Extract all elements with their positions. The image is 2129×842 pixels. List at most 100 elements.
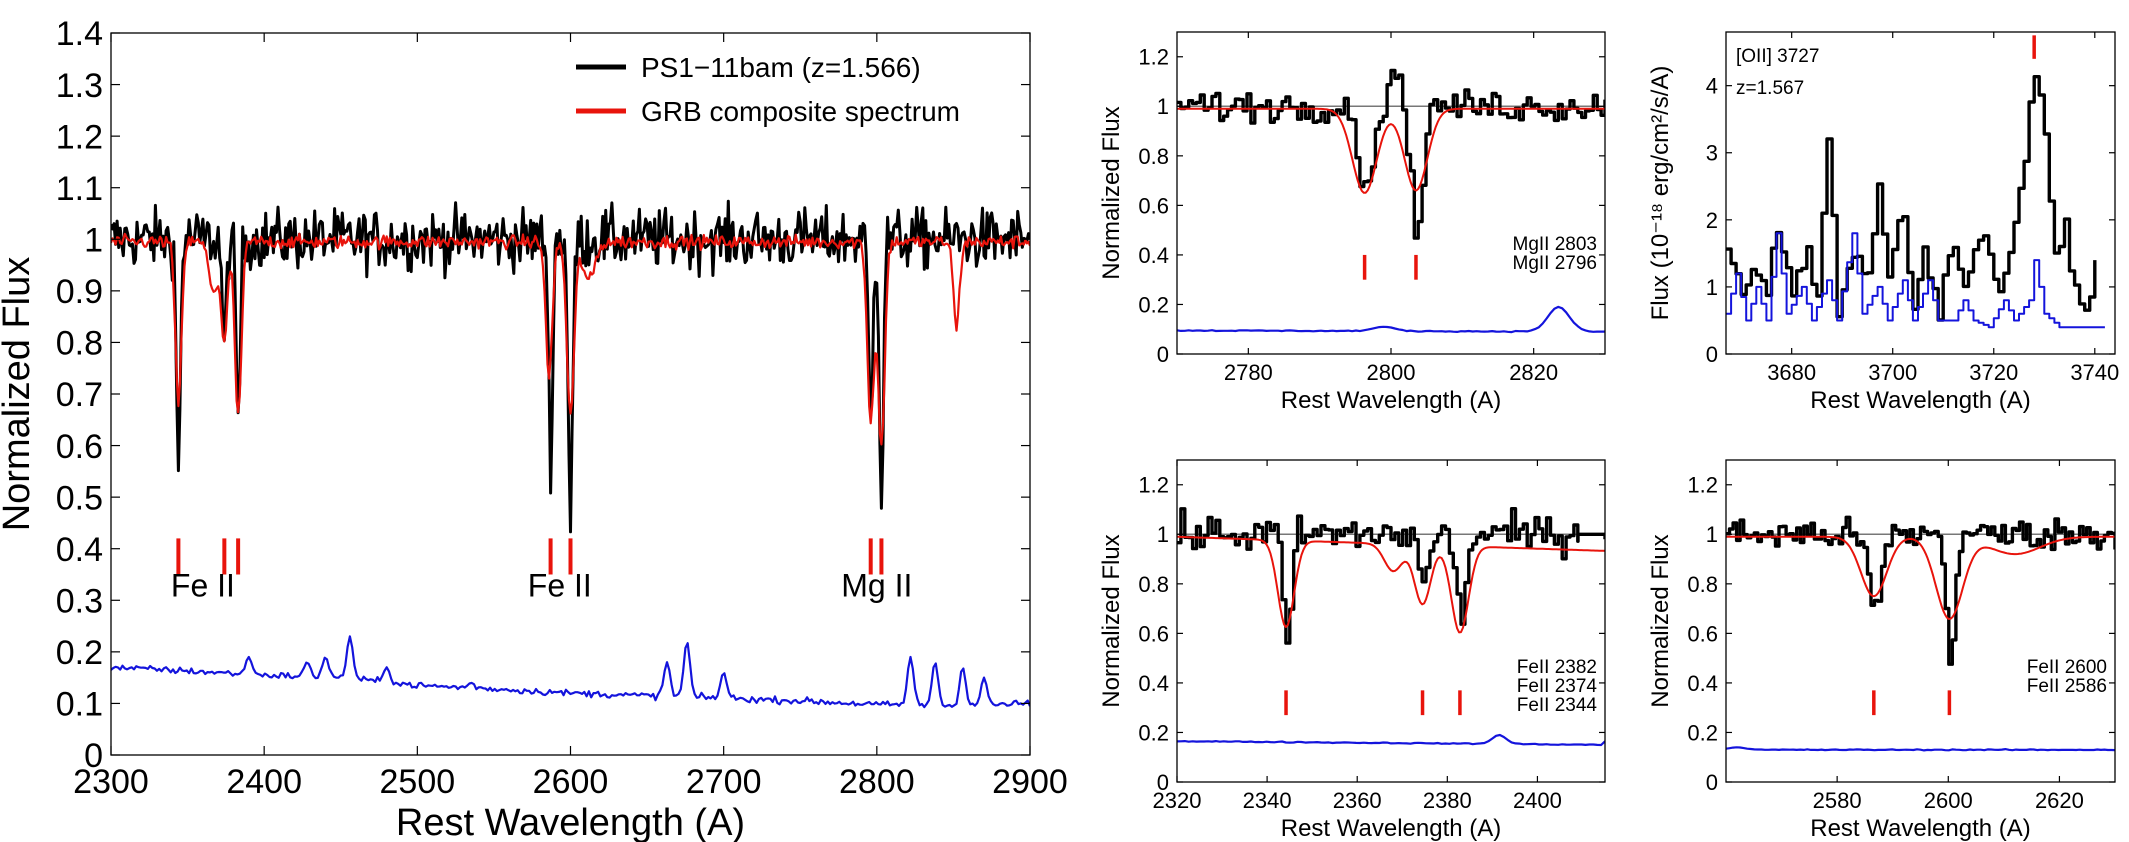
x-tick-label: 2800 xyxy=(1367,360,1416,385)
axes-frame xyxy=(1725,459,2116,783)
y-tick-label: 0.2 xyxy=(1138,720,1169,745)
x-tick-label: 3720 xyxy=(1969,360,2018,385)
y-tick-label: 0 xyxy=(84,737,103,775)
panel-line-label: FeII 2382 xyxy=(1517,657,1597,678)
series-line-1 xyxy=(1177,535,1605,634)
y-tick-label: 0.6 xyxy=(1138,193,1169,218)
y-tick-label: 0.4 xyxy=(1138,243,1169,268)
mgii-panel: 2780 2800 2820 0 0.2 0.4 0.6 0.8 1 1.2 Rest Wavele… xyxy=(1098,31,1606,414)
x-axis-label: Rest Wavelength (A) xyxy=(1281,815,1502,842)
x-tick-label: 2340 xyxy=(1243,788,1292,813)
y-axis-label: Flux (10⁻¹⁸ erg/cm²/s/A) xyxy=(1647,66,1674,321)
x-tick-label: 2620 xyxy=(2035,788,2084,813)
x-tick-label: 2580 xyxy=(1813,788,1862,813)
x-tick-label: 2400 xyxy=(226,763,302,801)
y-tick-label: 0.6 xyxy=(1687,621,1718,646)
feii-2344-panel: 2320 2340 2360 2380 2400 0 0.2 0.4 0.6 0.8 1 1.2 Res… xyxy=(1098,459,1606,842)
x-tick-label: 2700 xyxy=(686,763,762,801)
y-tick-label: 0.4 xyxy=(1138,671,1169,696)
x-tick-label: 2800 xyxy=(839,763,915,801)
panel-line-label: [OII] 3727 xyxy=(1736,46,1819,67)
y-axis-label: Normalized Flux xyxy=(1098,106,1125,279)
plot-area xyxy=(1726,515,2115,752)
panel-line-label: FeII 2586 xyxy=(2027,676,2107,697)
y-tick-label: 1.4 xyxy=(56,15,103,53)
y-tick-label: 0.9 xyxy=(56,273,103,311)
plot-area xyxy=(1177,68,1605,334)
feii-2600-panel: 2580 2600 2620 0 0.2 0.4 0.6 0.8 1 1.2 Rest Wavele… xyxy=(1647,459,2116,842)
main-spectrum-panel: 2300 2400 2500 2600 2700 2800 2900 0 0.1 0.2 0.3 0.… xyxy=(0,15,1068,842)
plot-area xyxy=(1726,75,2105,329)
y-tick-label: 0 xyxy=(1157,342,1169,367)
x-tick-label: 2500 xyxy=(380,763,456,801)
x-tick-label: 2600 xyxy=(533,763,609,801)
y-axis-label: Normalized Flux xyxy=(0,257,38,532)
series-line-0 xyxy=(1726,515,2115,666)
panel-line-label: FeII 2600 xyxy=(2027,657,2107,678)
x-axis-label: Rest Wavelength (A) xyxy=(1810,387,2031,414)
series-line-error xyxy=(111,635,1030,709)
y-tick-label: 0.2 xyxy=(1138,292,1169,317)
x-axis-label: Rest Wavelength (A) xyxy=(1810,815,2031,842)
series-line-0 xyxy=(1177,68,1605,240)
y-tick-label: 1.1 xyxy=(56,170,103,208)
y-tick-label: 0.8 xyxy=(1138,572,1169,597)
x-tick-label: 2900 xyxy=(992,763,1068,801)
x-tick-label: 3700 xyxy=(1868,360,1917,385)
y-axis-label: Normalized Flux xyxy=(1647,534,1674,707)
x-tick-label: 2320 xyxy=(1153,788,1202,813)
series-line-error xyxy=(1726,232,2105,329)
plot-area xyxy=(111,199,1030,709)
x-tick-label: 3740 xyxy=(2070,360,2119,385)
y-tick-label: 1.2 xyxy=(1138,45,1169,70)
y-tick-label: 0.2 xyxy=(56,634,103,672)
x-axis-label: Rest Wavelength (A) xyxy=(396,802,745,842)
x-tick-label: 3680 xyxy=(1767,360,1816,385)
series-line-error xyxy=(1177,305,1605,334)
x-tick-label: 2780 xyxy=(1224,360,1273,385)
y-tick-label: 0.6 xyxy=(56,428,103,466)
y-tick-label: 2 xyxy=(1706,208,1718,233)
line-annotation: Fe II xyxy=(171,567,235,603)
y-tick-label: 1 xyxy=(1706,522,1718,547)
y-tick-label: 0 xyxy=(1157,770,1169,795)
y-tick-label: 0 xyxy=(1706,770,1718,795)
y-tick-label: 0.2 xyxy=(1687,720,1718,745)
x-tick-label: 2300 xyxy=(73,763,149,801)
panel-line-label: MgII 2796 xyxy=(1513,253,1598,274)
y-axis-label: Normalized Flux xyxy=(1098,534,1125,707)
y-tick-label: 0 xyxy=(1706,342,1718,367)
axes-frame xyxy=(1176,459,1606,783)
series-line-0 xyxy=(111,199,1030,534)
y-tick-label: 1.2 xyxy=(1687,473,1718,498)
y-tick-label: 1.2 xyxy=(1138,473,1169,498)
plot-area xyxy=(1177,507,1605,747)
y-tick-label: 1 xyxy=(1157,522,1169,547)
y-tick-label: 1 xyxy=(1706,275,1718,300)
series-line-error xyxy=(1177,733,1605,747)
panel-line-label: FeII 2344 xyxy=(1517,695,1598,716)
y-tick-label: 4 xyxy=(1706,74,1718,99)
y-tick-label: 0.5 xyxy=(56,479,103,517)
x-tick-label: 2600 xyxy=(1924,788,1973,813)
y-tick-label: 1.3 xyxy=(56,67,103,105)
panel-line-label: FeII 2374 xyxy=(1517,676,1598,697)
x-tick-label: 2380 xyxy=(1423,788,1472,813)
legend-label: GRB composite spectrum xyxy=(641,96,960,127)
y-tick-label: 0.6 xyxy=(1138,621,1169,646)
legend-label: PS1−11bam (z=1.566) xyxy=(641,52,921,83)
y-tick-label: 3 xyxy=(1706,141,1718,166)
series-line-1 xyxy=(111,232,1030,446)
y-tick-label: 0.7 xyxy=(56,376,103,414)
series-line-1 xyxy=(1726,535,2115,620)
y-tick-label: 0.8 xyxy=(56,325,103,363)
y-tick-label: 0.4 xyxy=(1687,671,1718,696)
x-tick-label: 2820 xyxy=(1509,360,1558,385)
y-tick-label: 0.3 xyxy=(56,583,103,621)
series-line-0 xyxy=(1177,507,1605,645)
y-tick-label: 0.4 xyxy=(56,531,103,569)
y-tick-label: 1 xyxy=(1157,94,1169,119)
y-tick-label: 0.8 xyxy=(1138,144,1169,169)
panel-line-label: MgII 2803 xyxy=(1513,234,1598,255)
